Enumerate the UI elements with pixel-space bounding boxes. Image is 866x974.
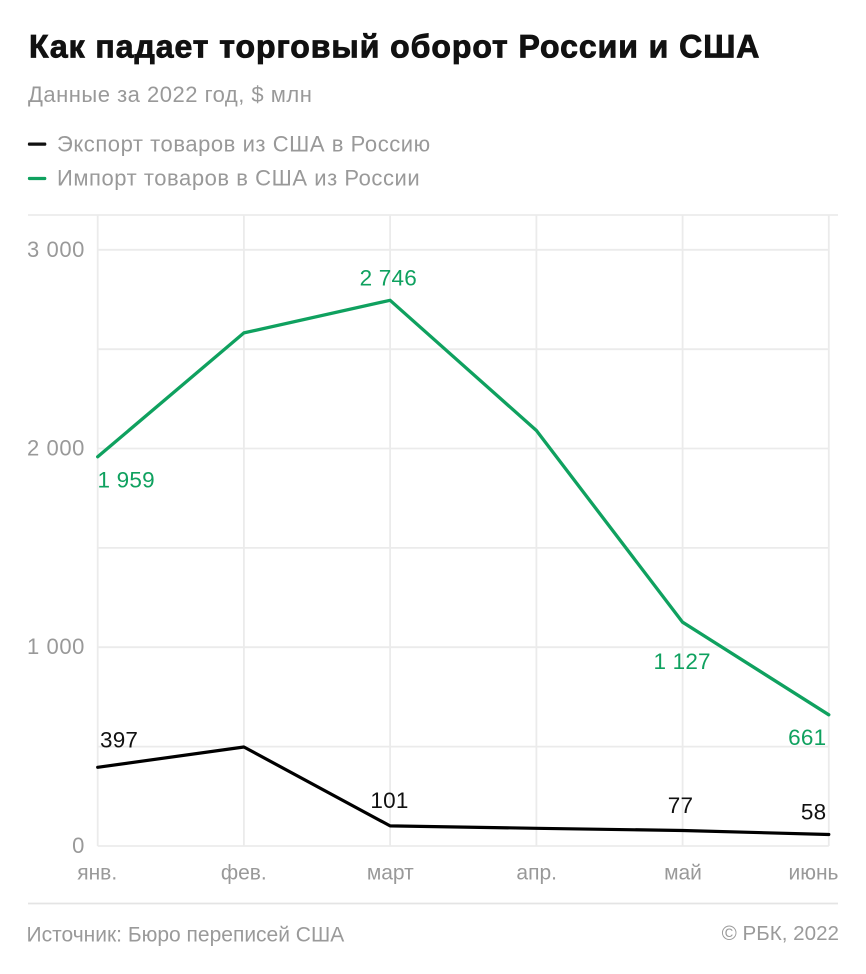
svg-text:Экспорт товаров из США в Росси: Экспорт товаров из США в Россию bbox=[57, 131, 431, 156]
svg-text:0: 0 bbox=[72, 833, 85, 858]
svg-text:© РБК, 2022: © РБК, 2022 bbox=[722, 922, 839, 945]
svg-text:фев.: фев. bbox=[221, 862, 267, 885]
svg-text:2 000: 2 000 bbox=[27, 435, 85, 460]
svg-text:Как падает торговый оборот Рос: Как падает торговый оборот России и США bbox=[29, 29, 760, 65]
svg-text:май: май bbox=[664, 862, 702, 885]
svg-text:3 000: 3 000 bbox=[27, 237, 85, 262]
svg-text:Источник: Бюро переписей США: Источник: Бюро переписей США bbox=[27, 924, 345, 947]
svg-text:апр.: апр. bbox=[516, 862, 557, 885]
svg-text:Данные за 2022 год, $ млн: Данные за 2022 год, $ млн bbox=[28, 82, 312, 107]
svg-text:Импорт товаров в США из России: Импорт товаров в США из России bbox=[57, 165, 420, 190]
svg-text:1 959: 1 959 bbox=[98, 468, 155, 493]
svg-text:77: 77 bbox=[668, 793, 693, 818]
svg-text:101: 101 bbox=[370, 788, 408, 813]
svg-text:397: 397 bbox=[100, 728, 138, 753]
svg-text:661: 661 bbox=[788, 725, 826, 750]
svg-text:1 127: 1 127 bbox=[653, 649, 710, 674]
svg-text:янв.: янв. bbox=[77, 862, 117, 885]
svg-text:1 000: 1 000 bbox=[27, 634, 85, 659]
svg-text:58: 58 bbox=[801, 799, 826, 824]
svg-text:март: март bbox=[367, 862, 414, 885]
svg-text:2 746: 2 746 bbox=[360, 265, 417, 290]
svg-text:июнь: июнь bbox=[788, 862, 838, 885]
